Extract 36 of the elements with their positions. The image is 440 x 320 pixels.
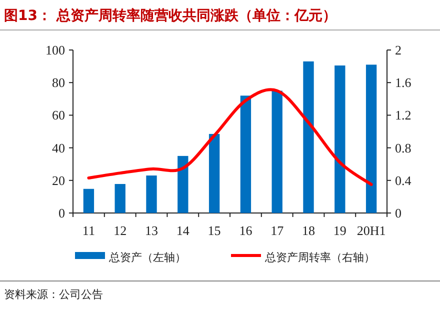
y2-tick-label: 2 [395,42,402,58]
y2-tick-label: 0.4 [395,172,412,188]
x-tick-label: 12 [114,223,127,238]
x-tick-label: 14 [176,223,190,238]
y2-tick-label: 1.2 [395,108,412,123]
bar [114,184,126,213]
y-tick-label: 60 [52,108,65,123]
y2-tick-label: 0.8 [395,140,412,156]
legend-label: 总资产周转率（右轴） [264,251,375,264]
bar [272,90,282,213]
bar [303,61,314,213]
x-tick-label: 13 [145,223,158,238]
legend-label: 总资产（左轴） [108,251,186,264]
x-tick-label: 16 [239,223,253,238]
bar [83,188,94,213]
bar [366,64,377,213]
bar [146,176,157,213]
bar [334,65,346,213]
x-tick-label: 20H1 [356,223,386,238]
x-tick-label: 17 [270,223,284,238]
x-tick-label: 11 [82,223,95,238]
y-tick-label: 40 [52,140,65,156]
y-tick-label: 100 [46,42,65,58]
bar [208,134,220,213]
bar [178,156,188,213]
y2-tick-label: 0 [395,206,402,220]
y2-tick-label: 1.6 [395,75,412,90]
text: 资料来源：公司公告 [4,288,103,301]
y-tick-label: 80 [52,75,65,90]
x-tick-label: 18 [302,223,315,238]
x-tick-label: 15 [208,223,221,238]
bar [240,96,252,213]
y-tick-label: 20 [52,172,65,188]
x-tick-label: 19 [333,223,346,238]
y-tick-label: 0 [58,206,65,220]
chart-title: 图13： 总资产周转率随营收共同涨跌（单位：亿元） [4,7,336,24]
